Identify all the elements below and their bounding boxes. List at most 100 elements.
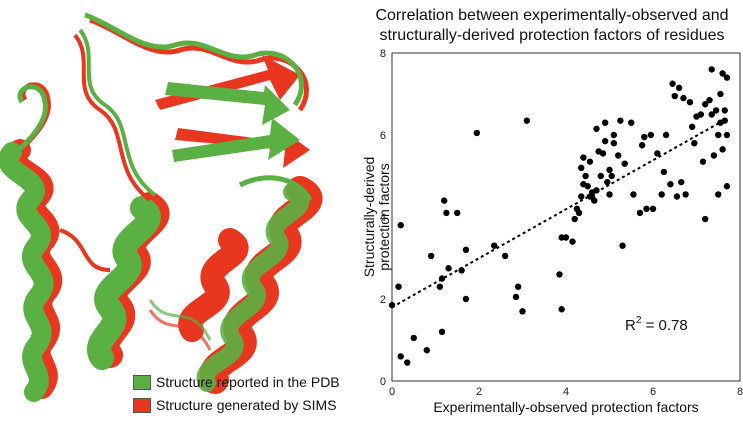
y-tick-label: 0 — [380, 376, 386, 388]
data-point — [606, 191, 613, 198]
chart-title-line1: Correlation between experimentally-obser… — [375, 7, 728, 24]
data-point — [512, 293, 520, 301]
r-squared-value: = 0.78 — [641, 317, 687, 334]
data-point — [647, 131, 655, 139]
data-point — [710, 152, 718, 159]
data-point — [514, 283, 522, 290]
data-point — [491, 242, 498, 249]
data-point — [580, 154, 587, 161]
data-point — [638, 142, 646, 149]
data-point — [610, 131, 618, 139]
data-point — [395, 283, 402, 290]
data-point — [501, 252, 509, 260]
data-point — [606, 166, 613, 174]
data-point — [669, 80, 676, 87]
data-point — [454, 209, 461, 217]
data-point — [680, 94, 687, 102]
data-point — [715, 131, 722, 139]
x-tick-label: 0 — [389, 386, 395, 398]
protein-structure-image — [0, 0, 360, 419]
data-point — [628, 119, 635, 126]
data-point — [562, 234, 570, 241]
data-point — [667, 181, 674, 188]
data-point — [643, 205, 650, 212]
data-point — [641, 133, 648, 141]
data-point — [671, 92, 678, 100]
data-point — [610, 140, 618, 147]
x-axis-label: Experimentally-observed protection facto… — [433, 399, 698, 415]
legend-swatch-green — [133, 374, 151, 390]
y-tick-label: 8 — [380, 48, 386, 60]
data-point — [436, 283, 444, 290]
legend-item-sims: Structure generated by SIMS — [133, 395, 340, 415]
data-point — [593, 187, 600, 194]
data-point — [593, 125, 600, 133]
x-tick-label: 8 — [737, 386, 743, 398]
data-point — [723, 131, 731, 139]
data-point — [608, 172, 615, 180]
data-point — [575, 209, 583, 217]
r-squared-prefix: R — [625, 317, 636, 334]
data-point — [404, 359, 411, 366]
data-point — [682, 191, 689, 198]
y-axis-label-line1: Structurally-derived — [361, 157, 377, 278]
data-point — [462, 295, 470, 303]
data-point — [584, 183, 591, 190]
data-point — [458, 267, 465, 274]
x-tick-label: 2 — [476, 386, 482, 398]
data-point — [712, 107, 720, 114]
data-point — [630, 191, 637, 198]
data-point — [397, 222, 404, 229]
data-point — [706, 96, 713, 104]
data-point — [723, 74, 731, 81]
data-point — [723, 183, 731, 190]
data-point — [423, 347, 430, 354]
data-point — [445, 265, 452, 272]
y-axis-ticks: 0 2 4 6 8 — [380, 48, 386, 388]
data-point — [649, 205, 657, 212]
data-point — [699, 158, 707, 165]
beta-sheets — [59, 12, 313, 351]
data-point — [427, 252, 435, 260]
data-point — [654, 150, 661, 157]
data-point — [708, 66, 715, 73]
data-point — [388, 301, 396, 309]
chart-svg: Correlation between experimentally-obser… — [361, 7, 743, 415]
data-point — [708, 111, 715, 118]
data-point — [519, 308, 526, 315]
data-point — [691, 140, 698, 147]
data-points — [388, 66, 731, 366]
data-point — [673, 193, 681, 200]
x-axis-ticks: 0 2 4 6 8 — [389, 386, 743, 398]
data-point — [686, 99, 694, 106]
legend-label: Structure reported in the PDB — [156, 374, 340, 390]
legend-swatch-red — [133, 397, 151, 413]
data-point — [443, 209, 450, 217]
data-point — [578, 193, 585, 200]
data-point — [438, 275, 446, 282]
r-squared-annotation: R2 = 0.78 — [625, 315, 688, 334]
data-point — [578, 164, 585, 171]
data-point — [658, 191, 665, 198]
r-squared-superscript: 2 — [636, 315, 642, 326]
data-point — [721, 117, 728, 124]
trend-line — [391, 117, 728, 309]
legend: Structure reported in the PDB Structure … — [133, 372, 340, 418]
data-point — [719, 70, 726, 77]
data-point — [636, 209, 644, 217]
x-tick-label: 6 — [650, 386, 656, 398]
data-point — [556, 271, 563, 278]
data-point — [675, 84, 683, 92]
chart-title-line2: structurally-derived protection factors … — [379, 27, 724, 44]
legend-label: Structure generated by SIMS — [156, 397, 337, 413]
right-helices — [178, 176, 323, 394]
data-point — [591, 197, 598, 204]
data-point — [582, 172, 589, 180]
data-point — [571, 215, 578, 223]
data-point — [558, 306, 565, 313]
data-point — [410, 334, 417, 342]
data-point — [599, 150, 607, 157]
protein-ribbon-illustration — [0, 12, 323, 402]
plot-area-frame — [391, 52, 741, 382]
data-point — [523, 117, 531, 124]
